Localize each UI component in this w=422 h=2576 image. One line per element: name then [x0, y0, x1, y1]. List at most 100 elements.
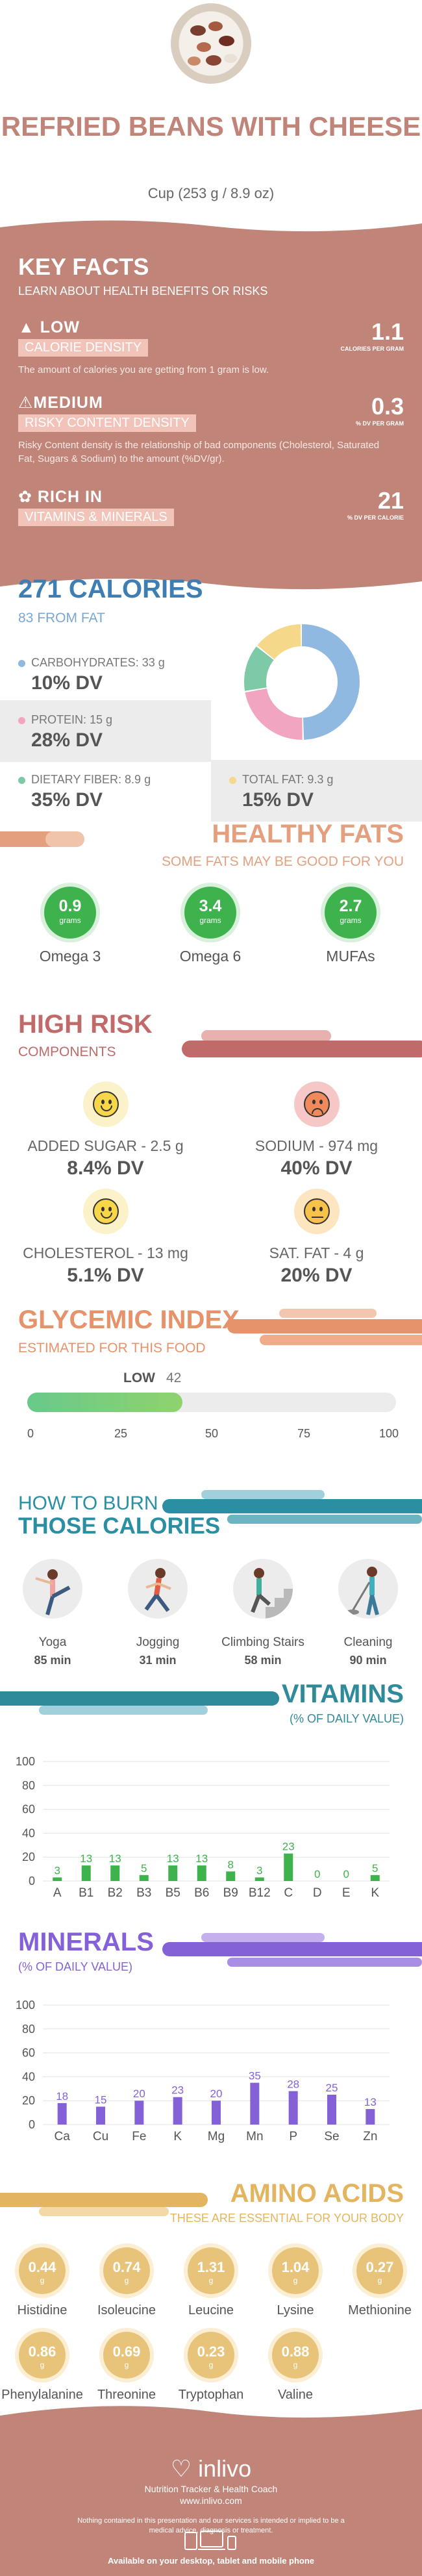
- vitamin-bar-c: [284, 1853, 293, 1881]
- risk-subtitle: COMPONENTS: [18, 1044, 116, 1059]
- methionine-unit: g: [377, 2276, 382, 2285]
- vitamin-category-label-b1: B1: [79, 1886, 93, 1900]
- footer-tagline: Nutrition Tracker & Health Coach: [144, 2484, 278, 2494]
- calorie-density-number: 1.1: [371, 318, 404, 345]
- amino-tryptophan: 0.23 g Tryptophan: [169, 2332, 253, 2403]
- amino-lysine: 1.04 g Lysine: [253, 2247, 338, 2318]
- vitamins-minerals-label: VITAMINS & MINERALS: [18, 509, 174, 526]
- calories-from-fat: 83 FROM FAT: [18, 611, 105, 625]
- omega6-unit: grams: [199, 916, 221, 925]
- vitamin-category-label-e: E: [342, 1886, 351, 1900]
- minerals-bar-chart: 0 20 40 60 80 100 18 Ca 15 Cu 20 Fe 23 K 20 Mg 35 Mn 28 P 25…: [16, 1999, 390, 2143]
- glycemic-fill: [27, 1393, 182, 1412]
- risky-density-value: 0.3 % DV PER GRAM: [356, 393, 404, 427]
- vitamin-ytick-label: 0: [29, 1875, 35, 1888]
- vitamin-value-label-a: 3: [55, 1864, 60, 1876]
- mineral-bar-zn: [366, 2109, 375, 2125]
- serving-size: Cup (253 g / 8.9 oz): [147, 185, 275, 201]
- mufas-unit: grams: [340, 916, 362, 925]
- vitamins-minerals-number: 21: [377, 487, 404, 514]
- glycemic-level: LOW: [123, 1370, 155, 1385]
- minerals-decoration: [162, 1933, 422, 1967]
- mineral-bar-p: [288, 2091, 298, 2125]
- risky-density-number: 0.3: [371, 393, 404, 420]
- vitamin-ytick-label: 40: [22, 1826, 35, 1839]
- sat-fat-label: SAT. FAT - 4 g: [269, 1244, 364, 1261]
- vitamin-value-label-b5: 13: [167, 1852, 179, 1865]
- amino-histidine: 0.44 g Histidine: [0, 2247, 84, 2318]
- fat-omega6: 3.4 grams Omega 6: [171, 887, 249, 965]
- protein-dv: 28% DV: [31, 729, 103, 751]
- phenylalanine-label: Phenylalanine: [1, 2388, 83, 2402]
- footer: ♡ inlivo Nutrition Tracker & Health Coac…: [0, 2403, 422, 2576]
- calories-title: 271 CALORIES: [18, 575, 203, 603]
- yoga-label: Yoga: [38, 1635, 67, 1649]
- jogging-label: Jogging: [136, 1635, 180, 1649]
- activity-climbing-stairs: Climbing Stairs 58 min: [210, 1559, 316, 1667]
- vitamins-title: VITAMINS: [281, 1680, 404, 1708]
- vitamin-value-label-b12: 3: [256, 1864, 262, 1876]
- vitamin-ytick-label: 20: [22, 1850, 35, 1863]
- threonine-label: Threonine: [97, 2388, 156, 2402]
- fats-decoration: [0, 831, 84, 847]
- neutral-face-icon: [293, 1189, 340, 1234]
- yoga-icon: [23, 1559, 82, 1619]
- mineral-bar-fe: [134, 2101, 144, 2125]
- fats-subtitle: SOME FATS MAY BE GOOD FOR YOU: [161, 854, 404, 869]
- warning-icon: ⚠: [18, 394, 34, 412]
- leucine-label: Leucine: [188, 2303, 234, 2317]
- mineral-category-label-mg: Mg: [208, 2130, 225, 2143]
- mineral-category-label-zn: Zn: [363, 2130, 377, 2143]
- mineral-category-label-k: K: [173, 2130, 182, 2143]
- climbing-stairs-label: Climbing Stairs: [221, 1635, 304, 1649]
- footer-url[interactable]: www.inlivo.com: [180, 2495, 242, 2506]
- omega3-unit: grams: [59, 916, 81, 925]
- page-title: REFRIED BEANS WITH CHEESE: [1, 111, 421, 142]
- cleaning-icon: [338, 1559, 398, 1619]
- footer-brand[interactable]: ♡ inlivo: [0, 2455, 422, 2482]
- fat-amount: : 9.3 g: [301, 773, 334, 786]
- amino-subtitle: THESE ARE ESSENTIAL FOR YOUR BODY: [169, 2212, 404, 2225]
- risky-density-level: MEDIUM: [33, 394, 103, 412]
- mineral-value-label-cu: 15: [95, 2093, 107, 2106]
- amino-methionine: 0.27 g Methionine: [338, 2247, 422, 2318]
- mineral-category-label-fe: Fe: [132, 2130, 146, 2143]
- vitamin-category-label-a: A: [53, 1886, 62, 1900]
- valine-unit: g: [293, 2360, 298, 2369]
- omega3-label: Omega 3: [39, 948, 101, 965]
- amino-threonine: 0.69 g Threonine: [84, 2332, 169, 2403]
- risky-density-label: RISKY CONTENT DENSITY: [18, 414, 196, 432]
- vitamin-value-label-e: 0: [343, 1868, 349, 1880]
- mineral-ytick-label: 100: [16, 1999, 35, 2012]
- calorie-density-unit: CALORIES PER GRAM: [340, 346, 404, 352]
- vitamin-ytick-label: 100: [16, 1755, 35, 1768]
- omega3-value: 0.9: [58, 897, 82, 915]
- calorie-density-desc: The amount of calories you are getting f…: [18, 364, 269, 375]
- mineral-ytick-label: 20: [22, 2094, 35, 2107]
- protein-amount: : 15 g: [83, 713, 113, 726]
- glycemic-title: GLYCEMIC INDEX: [18, 1306, 240, 1334]
- threonine-unit: g: [124, 2360, 129, 2369]
- mineral-category-label-cu: Cu: [93, 2130, 108, 2143]
- macro-total-fat: TOTAL FAT: 9.3 g 15% DV: [211, 760, 422, 822]
- wave-bottom: [0, 568, 422, 590]
- omega6-label: Omega 6: [179, 948, 242, 965]
- mineral-bar-se: [327, 2095, 336, 2125]
- vitamins-subtitle: (% OF DAILY VALUE): [289, 1712, 404, 1725]
- mineral-value-label-k: 23: [171, 2084, 184, 2097]
- histidine-value: 0.44: [28, 2259, 56, 2275]
- risk-added-sugar: ADDED SUGAR - 2.5 g 8.4% DV: [0, 1081, 211, 1180]
- donut-slice-protein: [244, 624, 360, 740]
- glycemic-track: [27, 1393, 396, 1412]
- happy-face-icon: [82, 1081, 129, 1127]
- activity-jogging: Jogging 31 min: [105, 1559, 210, 1667]
- mineral-ytick-label: 80: [22, 2023, 35, 2036]
- phenylalanine-unit: g: [40, 2360, 45, 2369]
- phenylalanine-value: 0.86: [28, 2343, 56, 2360]
- sat-fat-dv: 20% DV: [280, 1265, 353, 1286]
- mineral-bar-cu: [96, 2106, 105, 2125]
- methionine-label: Methionine: [348, 2303, 412, 2317]
- fire-icon: ▲: [18, 318, 35, 336]
- omega6-value: 3.4: [199, 897, 222, 915]
- vitamin-ytick-label: 80: [22, 1779, 35, 1792]
